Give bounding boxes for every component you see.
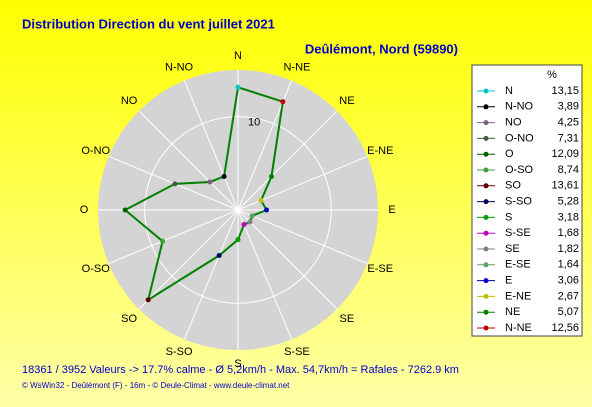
legend-value: 12,56 (551, 322, 579, 334)
radar-point (216, 253, 222, 259)
spoke (237, 110, 338, 211)
radar-point (172, 181, 178, 187)
legend-label: S-SO (505, 196, 532, 208)
direction-label: SE (340, 313, 355, 325)
radar-point (247, 219, 253, 225)
legend-box (471, 64, 583, 337)
direction-label: S (234, 358, 241, 370)
legend-value: 8,74 (558, 164, 579, 176)
spoke (108, 209, 239, 265)
radar-point (268, 174, 274, 180)
legend-value: 5,07 (558, 306, 579, 318)
legend-marker (483, 309, 489, 315)
legend-title: % (547, 69, 557, 81)
legend-marker (483, 135, 489, 141)
radar-point (122, 207, 128, 213)
legend-marker (483, 88, 489, 94)
radar-point (249, 213, 255, 219)
legend-marker (483, 120, 489, 126)
radar-point (241, 221, 247, 227)
radar-point (264, 207, 270, 213)
legend-label: N-NE (505, 322, 532, 334)
legend-label: O-SO (505, 164, 534, 176)
legend-label: O-NO (505, 132, 534, 144)
legend-value: 3,06 (558, 275, 579, 287)
r-tick-label: 10 (248, 117, 260, 129)
radar-point (145, 297, 151, 303)
legend-label: S-SE (505, 227, 531, 239)
legend-value: 5,28 (558, 196, 579, 208)
direction-label: SO (121, 313, 137, 325)
chart-subtitle: Deûlémont, Nord (59890) (305, 41, 458, 56)
legend-marker (483, 199, 489, 205)
legend-marker (483, 293, 489, 299)
legend-value: 3,18 (558, 211, 579, 223)
legend-marker (483, 325, 489, 331)
legend-marker (483, 183, 489, 189)
legend-label: N-NO (505, 101, 534, 113)
spoke (237, 209, 338, 310)
radar-point (221, 173, 227, 179)
spoke (237, 209, 368, 265)
legend-marker (483, 167, 489, 173)
legend-label: E-SE (505, 259, 531, 271)
legend-label: S (505, 211, 512, 223)
legend-marker (483, 214, 489, 220)
legend-label: NE (505, 306, 520, 318)
direction-label: S-SO (166, 346, 193, 358)
legend-value: 4,25 (558, 117, 579, 129)
direction-label: O (80, 204, 89, 216)
legend-value: 12,09 (551, 148, 579, 160)
legend-label: E (505, 275, 512, 287)
legend-label: E-NE (505, 290, 531, 302)
legend-label: SE (505, 243, 520, 255)
radar-point (235, 237, 241, 243)
radar-point (207, 179, 213, 185)
footer: 18361 / 3952 Valeurs -> 17.7% calme - Ø … (22, 364, 459, 376)
direction-label: N-NE (283, 62, 310, 74)
radar-point (280, 99, 286, 105)
legend-label: O (505, 148, 514, 160)
legend-marker (483, 230, 489, 236)
credit: © WsWin32 - Deûlémont (F) - 16m - © Deul… (22, 381, 290, 390)
legend-label: N (505, 85, 513, 97)
legend-value: 13,61 (551, 180, 579, 192)
spoke (138, 110, 239, 211)
legend-value: 3,89 (558, 101, 579, 113)
direction-label: E-SE (367, 263, 393, 275)
direction-label: NE (339, 95, 354, 107)
radar-point (235, 84, 241, 90)
radar-point (258, 197, 264, 203)
direction-label: E (388, 204, 395, 216)
legend-value: 1,64 (558, 259, 579, 271)
direction-label: N-NO (165, 62, 194, 74)
legend-marker (483, 262, 489, 268)
spoke (138, 209, 239, 310)
legend-marker (483, 151, 489, 157)
direction-label: E-NE (367, 145, 393, 157)
direction-label: S-SE (284, 346, 310, 358)
spoke (183, 209, 239, 340)
chart-title: Distribution Direction du vent juillet 2… (22, 16, 275, 31)
legend-value: 13,15 (551, 85, 579, 97)
direction-label: O-NO (81, 145, 110, 157)
legend-value: 2,67 (558, 290, 579, 302)
legend-marker (483, 104, 489, 110)
legend-label: SO (505, 180, 521, 192)
spoke (237, 209, 293, 340)
direction-label: N (234, 50, 242, 62)
direction-label: NO (121, 95, 138, 107)
radar-point (160, 238, 166, 244)
legend-marker (483, 246, 489, 252)
legend-value: 1,68 (558, 227, 579, 239)
legend-value: 7,31 (558, 132, 579, 144)
direction-label: O-SO (82, 263, 111, 275)
legend-label: NO (505, 117, 522, 129)
legend-marker (483, 278, 489, 284)
legend-value: 1,82 (558, 243, 579, 255)
spoke (183, 80, 239, 211)
